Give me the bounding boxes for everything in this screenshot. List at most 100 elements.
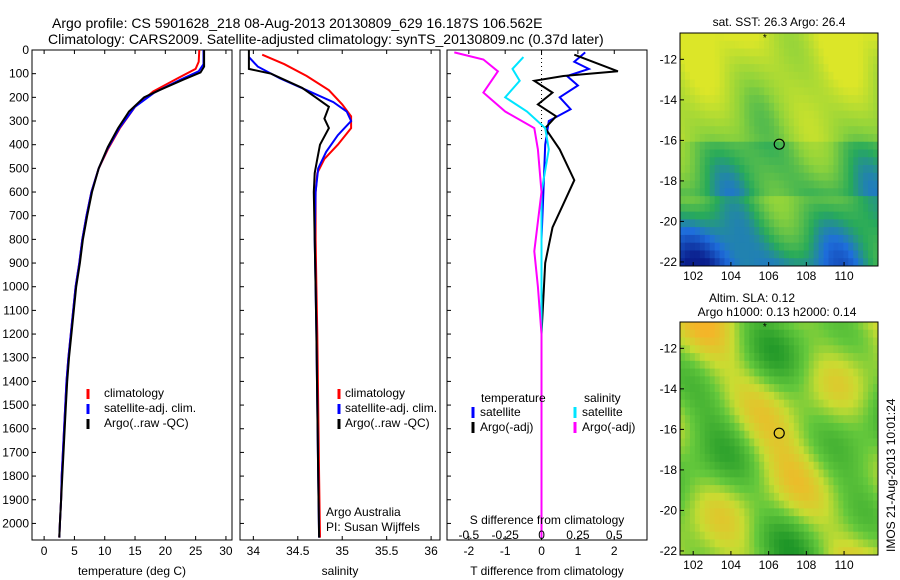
sst-map-cell: [848, 102, 854, 112]
sst-map-cell: [779, 149, 785, 158]
sst-map-cell: [803, 227, 810, 236]
sla-map-cell: [684, 516, 691, 525]
sst-map-cell: [788, 71, 795, 80]
sla-map-cell: [833, 531, 839, 540]
sla-map-cell: [684, 438, 691, 447]
sst-map-cell: [863, 227, 869, 236]
sla-map-cell: [684, 391, 691, 401]
sst-map-cell: [788, 149, 795, 158]
sla-map-cell: [793, 469, 800, 478]
sst-map-ytick-label: -16: [660, 133, 678, 147]
sla-map-cell: [833, 430, 839, 439]
sst-map-cell: [863, 258, 869, 267]
sla-map-cell: [689, 329, 696, 338]
sst-map-cell: [734, 95, 740, 104]
sst-map-cell: [798, 33, 805, 42]
sst-map-cell: [779, 141, 785, 150]
sst-map-cell: [734, 87, 740, 96]
sla-map-cell: [704, 430, 711, 439]
sla-map-cell: [813, 337, 819, 346]
sst-map-cell: [684, 211, 691, 220]
sst-map-cell: [769, 102, 775, 112]
sst-map-cell: [813, 250, 819, 259]
sla-map-cell: [818, 508, 824, 517]
sst-map-cell: [719, 133, 725, 143]
sst-map-cell: [863, 250, 869, 259]
sla-map-cell: [754, 485, 760, 494]
sla-map-cell: [729, 376, 735, 385]
sla-map-cell: [803, 345, 810, 354]
sla-map-cell: [719, 539, 725, 548]
sla-map-cell: [818, 430, 824, 439]
sst-map-cell: [769, 172, 775, 181]
sla-argo-location-marker: [773, 427, 785, 439]
sla-map-cell: [709, 492, 716, 502]
sla-map-cell: [774, 360, 780, 369]
sst-map-cell: [858, 95, 864, 104]
sst-map-cell: [868, 180, 874, 189]
sst-map-cell: [709, 172, 716, 181]
sst-map-cell: [843, 149, 849, 158]
sla-map-cell: [724, 500, 730, 509]
sst-map-cell: [764, 258, 770, 267]
sst-map-cell: [719, 126, 725, 135]
sla-map-cell: [749, 469, 755, 478]
sla-map-cell: [868, 469, 874, 478]
sst-map-cell: [744, 141, 750, 150]
sst-map-cell: [838, 48, 844, 57]
sst-map-cell: [838, 196, 844, 205]
sla-map-cell: [774, 500, 780, 509]
sla-map-cell: [689, 477, 696, 486]
sla-map-cell: [680, 384, 686, 393]
sst-map-cell: [744, 33, 750, 42]
sst-map-cell: [863, 110, 869, 119]
sst-map-cell: [873, 219, 879, 228]
sst-map-cell: [719, 203, 725, 213]
sla-map-cell: [848, 360, 854, 369]
sla-map-cell: [714, 454, 720, 463]
sst-map-cell: [754, 242, 760, 251]
sla-map-cell: [774, 446, 780, 455]
sst-map-ytick-label: -14: [660, 93, 678, 107]
diff-xtick-label: 0: [538, 544, 545, 558]
sla-map-cell: [783, 500, 790, 509]
sst-map-cell: [709, 219, 716, 228]
sla-map-cell: [749, 485, 755, 494]
sla-map-cell: [714, 376, 720, 385]
sst-map-cell: [798, 79, 805, 88]
sla-map-cell: [823, 368, 829, 377]
sla-map-cell: [853, 329, 859, 338]
sla-map-cell: [873, 345, 879, 354]
sst-map-cell: [793, 79, 800, 88]
sla-map-cell: [788, 368, 795, 377]
sst-map-cell: [734, 250, 740, 259]
sla-map-cell: [739, 391, 745, 401]
sst-map-cell: [793, 102, 800, 112]
sst-map-cell: [754, 227, 760, 236]
sst-map-cell: [843, 48, 849, 57]
sla-map-cell: [853, 508, 859, 517]
sla-map-cell: [754, 337, 760, 346]
sla-map-cell: [828, 446, 834, 455]
sst-map-cell: [754, 102, 760, 112]
sst-map-cell: [828, 33, 834, 42]
sla-map-cell: [868, 446, 874, 455]
sla-map-cell: [838, 353, 844, 362]
salinity-panel: 34 34.5 35 35.5 36salinityclimatologysatelli…: [239, 49, 441, 578]
sla-map-cell: [684, 345, 691, 354]
sla-map-cell: [739, 454, 745, 463]
sla-map-cell: [813, 422, 819, 432]
sla-map-cell: [709, 446, 716, 455]
sal-xtick-label: 34: [247, 544, 261, 558]
sla-map-cell: [709, 422, 716, 432]
sla-map-cell: [828, 360, 834, 369]
sst-map-cell: [769, 157, 775, 166]
sst-map-cell: [838, 118, 844, 127]
sst-map-cell: [724, 95, 730, 104]
sla-map-cell: [774, 368, 780, 377]
sst-map-cell: [798, 102, 805, 112]
sst-map-cell: [808, 79, 815, 88]
sla-map-cell: [719, 500, 725, 509]
sst-map-cell: [848, 141, 854, 150]
sla-map-cell: [848, 376, 854, 385]
